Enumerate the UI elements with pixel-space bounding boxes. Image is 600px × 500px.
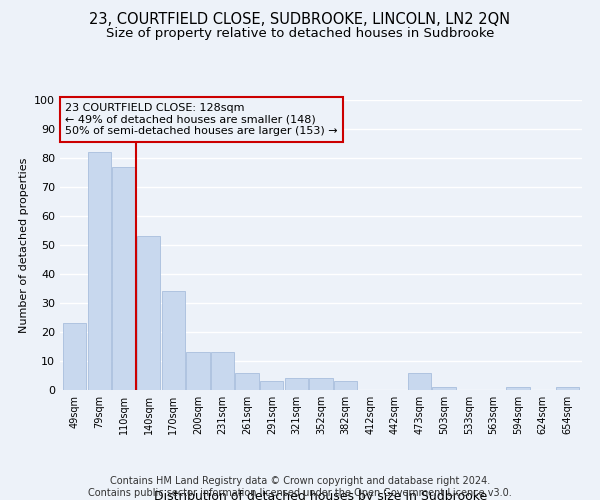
Text: 23 COURTFIELD CLOSE: 128sqm
← 49% of detached houses are smaller (148)
50% of se: 23 COURTFIELD CLOSE: 128sqm ← 49% of det… (65, 103, 338, 136)
Bar (235, 372, 259, 390)
Bar (112, 166, 136, 390)
Bar (408, 372, 431, 390)
Y-axis label: Number of detached properties: Number of detached properties (19, 158, 29, 332)
Bar (260, 382, 283, 390)
Bar (186, 352, 209, 390)
X-axis label: Distribution of detached houses by size in Sudbrooke: Distribution of detached houses by size … (154, 490, 488, 500)
Text: Contains HM Land Registry data © Crown copyright and database right 2024.
Contai: Contains HM Land Registry data © Crown c… (88, 476, 512, 498)
Bar (556, 387, 579, 390)
Text: Size of property relative to detached houses in Sudbrooke: Size of property relative to detached ho… (106, 28, 494, 40)
Bar (161, 292, 185, 390)
Bar (433, 387, 456, 390)
Bar (88, 152, 111, 390)
Text: 23, COURTFIELD CLOSE, SUDBROOKE, LINCOLN, LN2 2QN: 23, COURTFIELD CLOSE, SUDBROOKE, LINCOLN… (89, 12, 511, 28)
Bar (63, 324, 86, 390)
Bar (506, 387, 530, 390)
Bar (310, 378, 332, 390)
Bar (137, 236, 160, 390)
Bar (284, 378, 308, 390)
Bar (211, 352, 234, 390)
Bar (334, 382, 358, 390)
